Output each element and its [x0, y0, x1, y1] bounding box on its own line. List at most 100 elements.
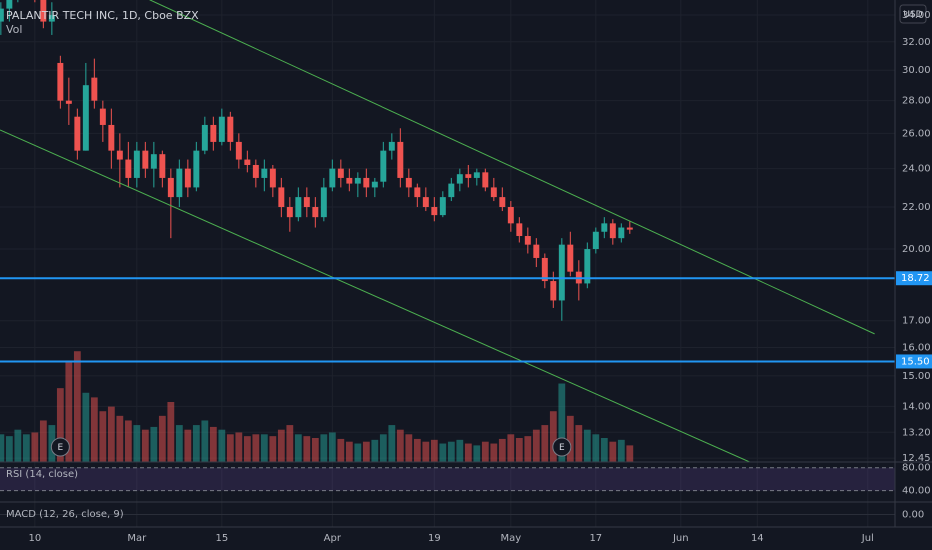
candle-body: [227, 116, 234, 142]
candle-body: [439, 197, 446, 216]
volume-bar: [56, 388, 64, 462]
volume-bar: [498, 438, 506, 462]
volume-bar: [82, 392, 90, 462]
volume-bar: [617, 439, 625, 462]
candle-body: [108, 124, 115, 151]
level-badge: [896, 271, 932, 286]
currency[interactable]: USD: [903, 10, 922, 20]
earnings-label: E: [58, 443, 64, 453]
x-tick-label: Apr: [324, 533, 342, 544]
rsi-band: [0, 467, 895, 491]
volume-bar: [371, 439, 379, 462]
candle-body: [150, 154, 157, 169]
candle-body: [82, 85, 89, 151]
volume-bar: [626, 445, 634, 462]
candle-body: [558, 244, 565, 301]
volume-bar: [541, 425, 549, 462]
volume-bar: [405, 434, 413, 462]
candle-body: [601, 223, 608, 232]
rsi-tick-label: 40.00: [902, 486, 931, 497]
volume-bar: [294, 434, 302, 462]
candle-body: [252, 164, 259, 178]
candle-body: [312, 207, 319, 218]
currency-button[interactable]: [899, 4, 927, 24]
candle-body: [482, 172, 489, 188]
level-label: 18.72: [901, 273, 930, 284]
candle-body: [65, 100, 72, 104]
volume-bar: [583, 429, 591, 462]
volume-bar: [31, 432, 39, 462]
candle-body: [626, 227, 633, 230]
candle-body: [533, 244, 540, 258]
volume-bar: [481, 441, 489, 462]
candle-body: [584, 249, 591, 284]
candle-body: [244, 159, 251, 165]
candle-body: [507, 207, 514, 224]
candle-body: [159, 154, 166, 178]
earnings-marker: [552, 437, 572, 457]
x-tick-label: 17: [589, 533, 602, 544]
candle-body: [456, 174, 463, 184]
volume-bar: [124, 420, 132, 462]
volume-bar: [150, 426, 158, 462]
volume-bar: [22, 434, 30, 462]
x-tick-label: 10: [28, 533, 41, 544]
volume-label: Vol: [6, 23, 22, 36]
volume-bar: [439, 443, 447, 462]
y-tick-label: 15.00: [902, 371, 931, 382]
candle-body: [346, 177, 353, 184]
volume-bar: [158, 415, 166, 462]
volume-bar: [167, 402, 175, 462]
candle-body: [193, 150, 200, 188]
volume-bar: [175, 425, 183, 462]
volume-bar: [277, 429, 285, 462]
volume-bar: [558, 383, 566, 462]
x-tick-label: 19: [428, 533, 441, 544]
volume-bar: [456, 439, 464, 462]
y-tick-label: 17.00: [902, 316, 931, 327]
volume-bar: [39, 420, 47, 462]
candle-body: [99, 108, 106, 125]
x-tick-label: May: [500, 533, 521, 544]
y-tick-label: 14.00: [902, 401, 931, 412]
volume-bar: [566, 415, 574, 462]
y-tick-label: 30.00: [902, 65, 931, 76]
candle-body: [567, 244, 574, 272]
volume-bar: [141, 429, 149, 462]
y-tick-label: 13.20: [902, 427, 931, 438]
volume-bar: [5, 436, 13, 462]
volume-bar: [65, 360, 73, 462]
candle-body: [371, 181, 378, 188]
candle-body: [48, 15, 55, 22]
candle-body: [592, 231, 599, 250]
rsi-tick-label: 80.00: [902, 463, 931, 474]
volume-bar: [549, 411, 557, 462]
x-tick-label: 15: [215, 533, 228, 544]
volume-bar: [473, 445, 481, 462]
candle-body: [125, 159, 132, 178]
candle-body: [541, 257, 548, 282]
volume-bar: [286, 425, 294, 462]
volume-bar: [311, 438, 319, 462]
volume-bar: [201, 420, 209, 462]
candle-body: [295, 197, 302, 218]
volume-bar: [379, 434, 387, 462]
candle-body: [329, 168, 336, 188]
volume-bar: [609, 441, 617, 462]
volume-bar: [388, 425, 396, 462]
candle-body: [286, 207, 293, 218]
x-tick-label: Jul: [861, 533, 874, 544]
overlay: 18.72 15.50 E E: [0, 271, 932, 457]
volume-bar: [490, 443, 498, 462]
candle-body: [116, 150, 123, 160]
volume-bar: [592, 434, 600, 462]
volume-bar: [328, 432, 336, 462]
candle-body: [74, 116, 81, 151]
candle-body: [490, 187, 497, 198]
volume-bar: [192, 425, 200, 462]
volume-bar: [600, 438, 608, 462]
candle-body: [380, 150, 387, 182]
volume-bar: [575, 425, 583, 462]
candle-body: [337, 168, 344, 178]
candle-body: [550, 281, 557, 301]
